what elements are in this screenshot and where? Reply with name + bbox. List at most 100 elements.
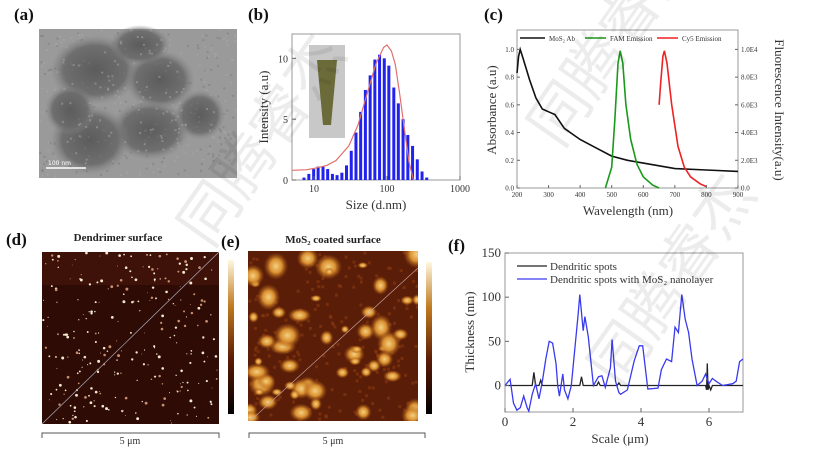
x-tick-label: 600 [638,191,649,199]
mos2-cluster [248,264,265,287]
surface-spot [187,389,189,392]
mos2-cluster [248,409,261,421]
y-tick-label: 50 [488,333,501,348]
surface-spot [141,400,143,403]
mos2-cluster [257,333,277,349]
panel-title-d: Dendrimer surface [74,232,163,244]
x-axis-label: Scale (μm) [591,431,648,446]
surface-spot [102,346,106,350]
surface-spot [138,309,141,312]
surface-spot [186,414,188,416]
surface-spot [130,331,132,334]
surface-spot [153,278,156,281]
mos2-cluster [248,363,271,381]
surface-spot [131,358,134,361]
mos2-cluster [273,323,302,348]
surface-spot [183,324,187,328]
surface-spot [135,412,137,414]
surface-spot [114,371,116,373]
mos2-cluster [254,388,265,396]
surface-spot [176,342,178,344]
surface-spot [197,306,201,310]
surface-spot [78,319,80,321]
surface-spot [116,359,118,361]
surface-spot [144,332,145,334]
y-tick-label: 0 [495,378,502,393]
surface-spot [160,321,163,324]
surface-spot [73,337,75,339]
surface-spot [84,396,87,399]
surface-spot [114,396,117,399]
surface-spot [76,372,79,375]
surface-spot [82,359,84,361]
bar [396,103,400,180]
mos2-cluster [340,325,350,334]
surface-spot [175,374,177,377]
surface-spot [146,292,148,294]
surface-spot [151,268,154,271]
surface-spot [169,392,171,394]
surface-spot [89,401,93,405]
surface-spot [110,316,114,319]
x-tick-label: 900 [733,191,744,199]
surface-spot [57,333,59,336]
surface-spot [198,382,200,384]
surface-spot [212,338,215,341]
surface-spot [134,278,138,282]
scale-bracket [248,432,426,438]
surface-spot [215,378,218,380]
y-axis-label: Intensity (a.u) [256,71,271,144]
surface-spot [80,274,82,276]
surface-spot [177,319,181,323]
surface-spot [100,279,104,283]
bar [373,59,377,180]
surface-spot [151,286,155,289]
surface-spot [176,390,178,392]
y-right-tick-label: 1.0E4 [741,46,758,54]
legend-label: Dendritic spots [550,261,617,273]
surface-spot [174,326,178,329]
surface-spot [98,301,100,303]
mos2-cluster [271,388,283,396]
surface-spot [74,415,77,419]
mos2-cluster [263,252,289,280]
surface-spot [96,281,99,284]
x-axis-label: Wavelength (nm) [583,203,673,218]
surface-spot [67,356,69,358]
surface-spot [120,372,122,374]
surface-spot [117,354,121,358]
surface-spot [78,352,81,355]
surface-spot [45,263,47,265]
surface-spot [94,340,97,344]
surface-spot [58,403,61,406]
surface-spot [107,408,110,411]
surface-spot [193,406,196,409]
surface-spot [94,390,98,394]
surface-spot [189,303,191,305]
surface-spot [99,391,101,393]
bar [382,58,386,181]
surface-spot [99,255,101,257]
y-axis-label: Thickness (nm) [462,291,477,372]
bar [411,145,415,180]
mos2-cluster [319,330,334,346]
panel-label-d: (d) [6,230,27,249]
surface-spot [154,280,156,282]
surface-spot [144,401,148,405]
surface-spot [153,272,156,275]
mos2-cluster [314,254,343,280]
surface-spot [63,393,65,395]
mos2-cluster [401,405,418,421]
surface-spot [147,364,149,366]
surface-spot [86,331,89,333]
surface-spot [47,316,49,318]
surface-spot [161,367,165,370]
surface-spot [201,351,205,355]
y-tick-label: 0.6 [505,101,514,109]
surface-spot [97,359,101,363]
surface-spot [172,303,175,305]
surface-spot [169,336,171,339]
surface-spot [200,299,204,302]
surface-spot [89,362,92,365]
legend-label: MoS₂ Ab [549,35,575,43]
